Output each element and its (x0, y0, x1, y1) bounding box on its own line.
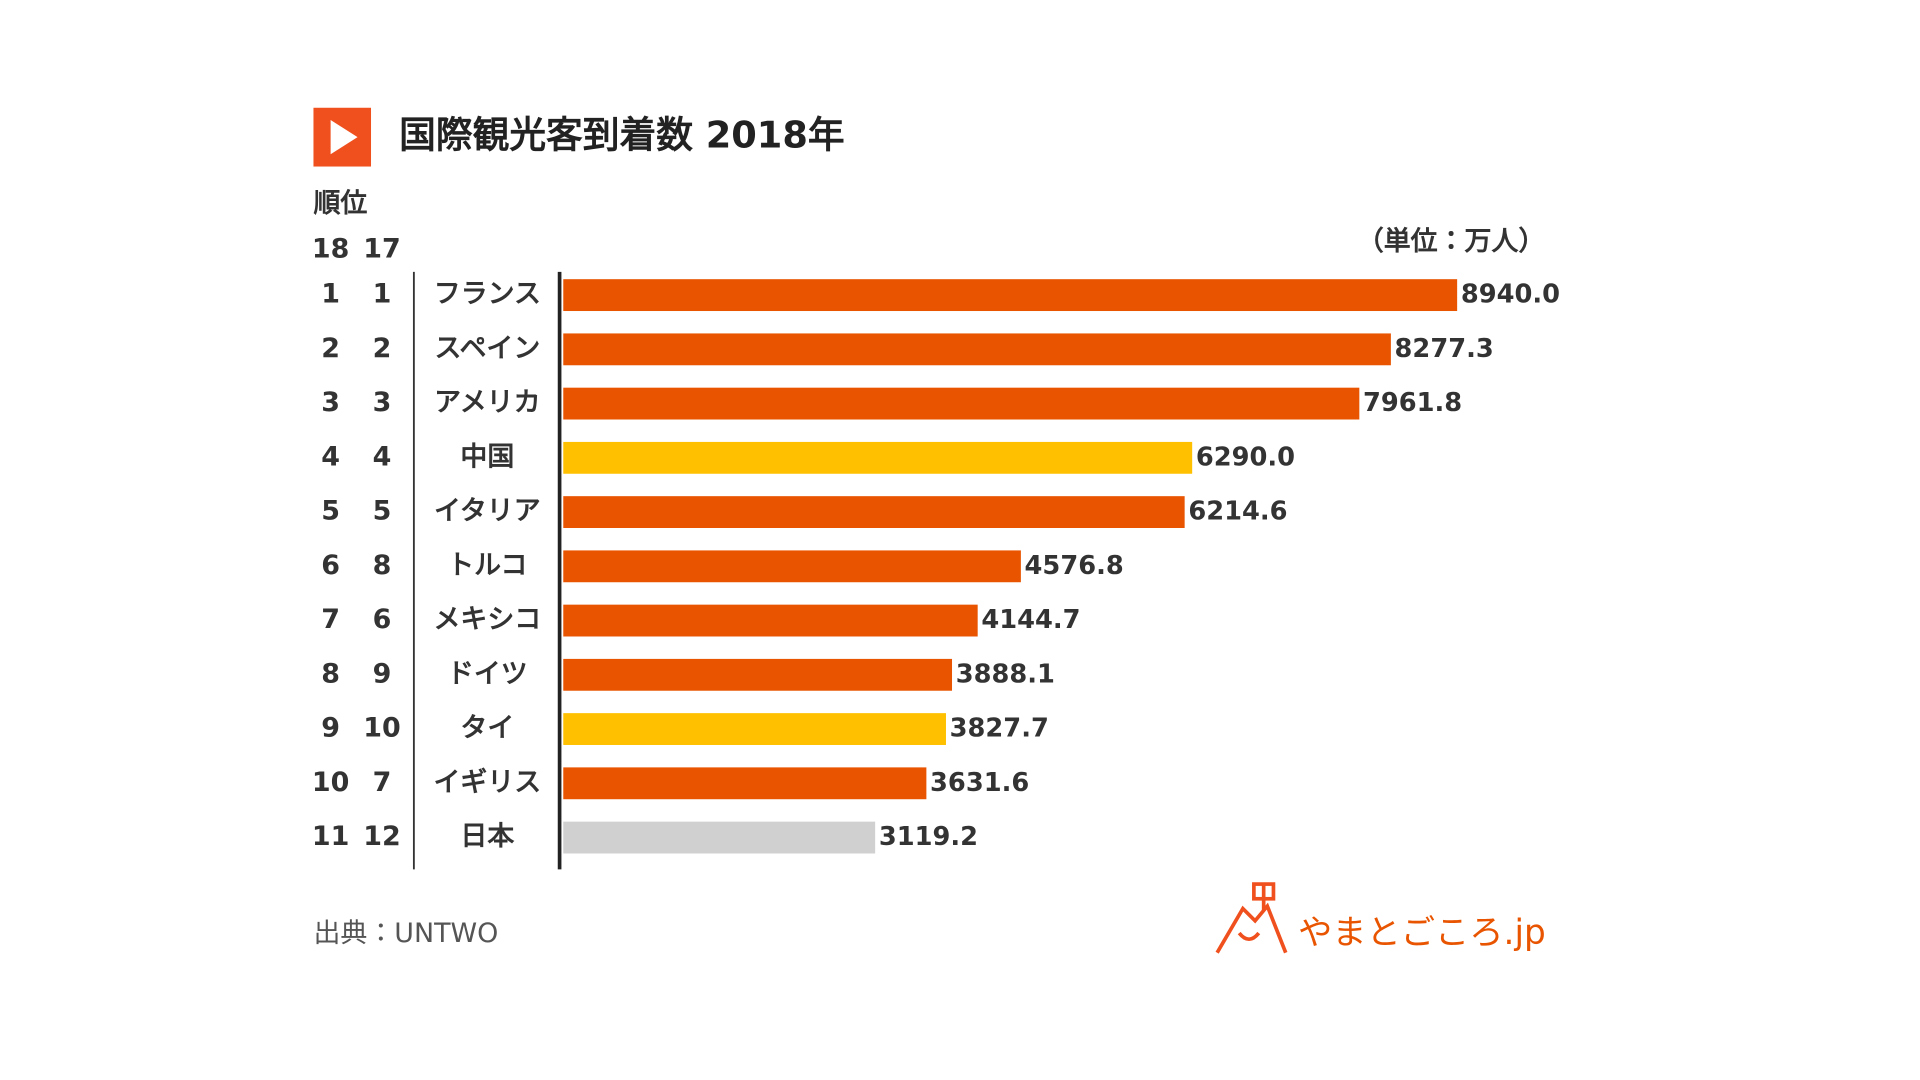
bar (563, 658, 953, 691)
rank-2017: 1 (373, 279, 392, 310)
rank-2017: 8 (373, 550, 392, 581)
rank-2018: 1 (321, 279, 340, 310)
rank-2017: 5 (373, 496, 392, 527)
bar (563, 713, 946, 745)
rank-column-header: 17 (363, 233, 400, 264)
rank-2018: 5 (321, 496, 340, 527)
rank-2017: 12 (363, 821, 400, 852)
category-label: イタリア (434, 496, 541, 527)
rank-column-header: 18 (312, 233, 349, 264)
rank-2017: 3 (373, 387, 392, 418)
category-label: イギリス (433, 767, 541, 798)
category-label: 日本 (460, 821, 515, 852)
rank-2017: 9 (373, 658, 392, 689)
rank-2018: 6 (321, 550, 340, 581)
bar (563, 496, 1185, 528)
category-label: アメリカ (434, 387, 540, 418)
value-label: 8940.0 (1461, 280, 1560, 310)
rank-2018: 3 (321, 387, 340, 418)
rank-2018: 7 (321, 604, 340, 635)
value-label: 3631.6 (930, 768, 1029, 798)
rank-2017: 7 (373, 767, 392, 798)
value-label: 8277.3 (1395, 334, 1494, 364)
bar (563, 767, 927, 800)
category-label: メキシコ (433, 604, 541, 635)
category-label: スペイン (434, 333, 540, 364)
logo-text: やまとごころ.jp (1298, 913, 1546, 953)
bar (563, 333, 1391, 366)
rank-2018: 4 (321, 441, 340, 472)
rank-2017: 10 (363, 713, 400, 744)
rank-2018: 2 (321, 333, 340, 364)
rank-header: 順位 (313, 188, 367, 219)
value-label: 3827.7 (950, 714, 1049, 744)
rank-2018: 11 (312, 821, 349, 852)
value-label: 6290.0 (1196, 442, 1295, 472)
logo-icon (1215, 882, 1288, 954)
play-glyph (330, 120, 358, 155)
category-label: タイ (460, 713, 514, 744)
source: 出典：UNTWO (313, 918, 498, 949)
bar (563, 279, 1458, 312)
rank-2017: 6 (373, 604, 392, 635)
category-label: トルコ (447, 550, 527, 581)
category-label: フランス (434, 279, 541, 310)
value-label: 3888.1 (956, 659, 1055, 689)
chart-title: 国際観光客到着数 2018年 (399, 114, 844, 157)
value-label: 3119.2 (879, 822, 978, 852)
bar (563, 441, 1193, 474)
unit-label: （単位：万人） (1357, 225, 1545, 257)
category-label: 中国 (460, 441, 514, 472)
value-label: 4144.7 (981, 605, 1080, 635)
bar (563, 550, 1021, 583)
rank-2018: 9 (321, 713, 340, 744)
bar (563, 604, 978, 637)
value-label: 7961.8 (1363, 388, 1462, 418)
value-label: 4576.8 (1025, 551, 1124, 581)
bar (563, 387, 1360, 420)
value-label: 6214.6 (1188, 497, 1287, 527)
rank-2017: 4 (373, 441, 392, 472)
rank-2018: 10 (312, 767, 349, 798)
category-label: ドイツ (447, 658, 528, 689)
bar (563, 821, 876, 854)
rank-2018: 8 (321, 658, 340, 689)
rank-2017: 2 (373, 333, 392, 364)
